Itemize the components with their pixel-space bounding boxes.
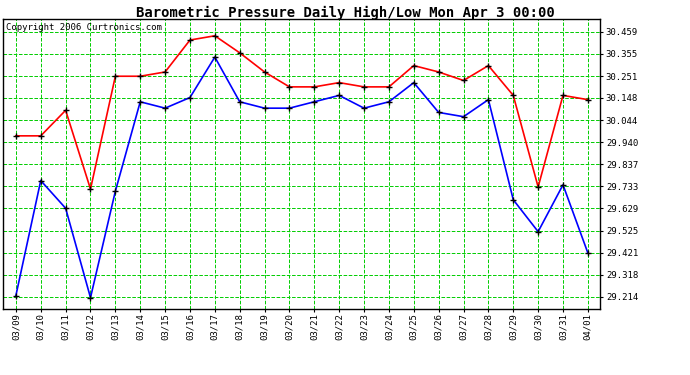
Text: Barometric Pressure Daily High/Low Mon Apr 3 00:00: Barometric Pressure Daily High/Low Mon A… <box>136 6 554 20</box>
Text: Copyright 2006 Curtronics.com: Copyright 2006 Curtronics.com <box>6 23 162 32</box>
